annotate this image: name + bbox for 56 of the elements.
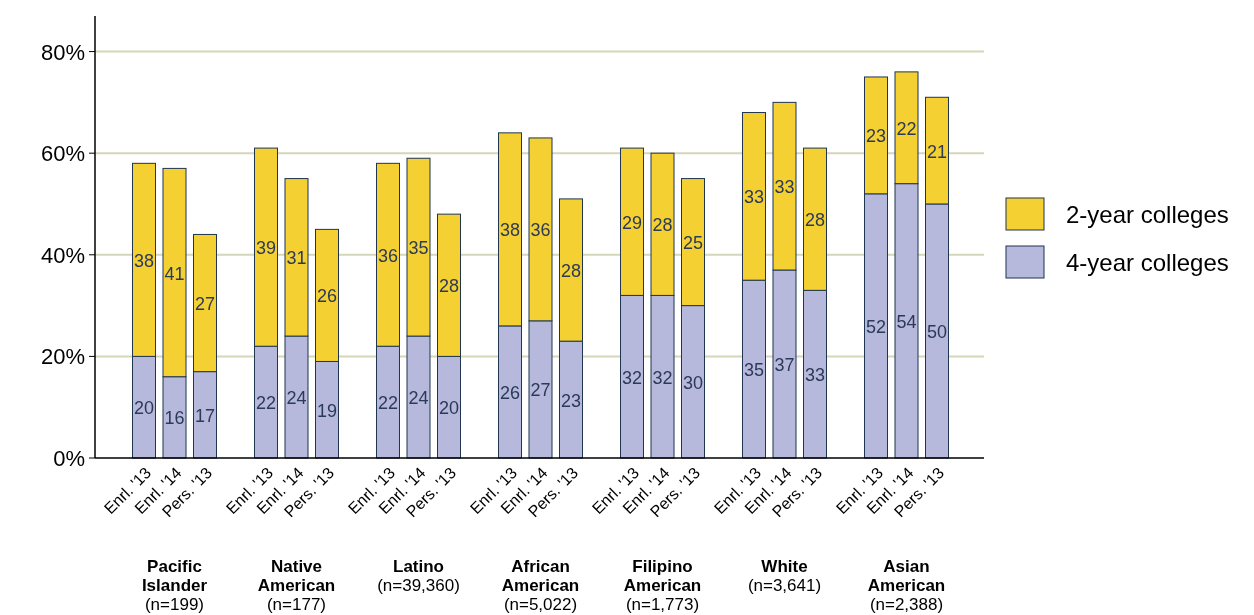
data-label: 22 <box>255 393 277 414</box>
data-label: 24 <box>286 388 307 409</box>
data-label: 23 <box>865 126 887 147</box>
data-label: 36 <box>530 220 551 241</box>
data-label: 33 <box>743 187 765 208</box>
data-label: 35 <box>408 238 429 259</box>
data-label: 52 <box>865 316 887 337</box>
data-label: 26 <box>316 286 338 307</box>
data-label: 24 <box>408 388 429 409</box>
y-tick-label: 60% <box>40 141 85 167</box>
text: Filipino American (n=1,773) <box>623 557 702 614</box>
data-label: 21 <box>926 141 948 162</box>
data-label: 32 <box>621 367 643 388</box>
data-label: 20 <box>133 398 155 419</box>
text: Native American (n=177) <box>257 557 336 614</box>
data-label: 22 <box>896 118 917 139</box>
data-label: 50 <box>926 321 948 342</box>
data-label: 33 <box>774 177 795 198</box>
data-label: 54 <box>896 311 917 332</box>
data-label: 25 <box>682 233 704 254</box>
data-label: 36 <box>377 245 399 266</box>
data-label: 27 <box>194 294 216 315</box>
data-label: 17 <box>194 405 216 426</box>
data-label: 38 <box>133 250 155 271</box>
data-label: 30 <box>682 372 704 393</box>
data-label: 28 <box>438 276 460 297</box>
y-tick-label: 80% <box>40 39 85 65</box>
legend-label: 4-year colleges <box>1066 249 1229 276</box>
data-label: 37 <box>774 355 795 376</box>
text: Asian American (n=2,388) <box>867 557 946 614</box>
text: White (n=3,641) <box>747 557 822 595</box>
data-label: 27 <box>530 380 551 401</box>
legend-label: 2-year colleges <box>1066 201 1229 228</box>
text: Latino (n=39,360) <box>377 557 460 595</box>
data-label: 23 <box>560 390 582 411</box>
data-label: 41 <box>164 263 185 284</box>
data-label: 16 <box>164 408 185 429</box>
data-label: 32 <box>652 367 673 388</box>
data-label: 33 <box>804 365 826 386</box>
data-label: 38 <box>499 220 521 241</box>
y-tick-label: 40% <box>40 242 85 268</box>
data-label: 28 <box>652 215 673 236</box>
data-label: 31 <box>286 248 307 269</box>
data-label: 19 <box>316 400 338 421</box>
data-label: 26 <box>499 382 521 403</box>
text: Pacific Islander (n=199) <box>141 557 208 614</box>
data-label: 29 <box>621 212 643 233</box>
data-label: 22 <box>377 393 399 414</box>
y-tick-label: 20% <box>40 344 85 370</box>
data-label: 28 <box>560 261 582 282</box>
data-label: 35 <box>743 360 765 381</box>
data-label: 39 <box>255 238 277 259</box>
y-tick-label: 0% <box>53 446 85 471</box>
data-label: 20 <box>438 398 460 419</box>
data-label: 28 <box>804 210 826 231</box>
text: African American (n=5,022) <box>501 557 580 614</box>
